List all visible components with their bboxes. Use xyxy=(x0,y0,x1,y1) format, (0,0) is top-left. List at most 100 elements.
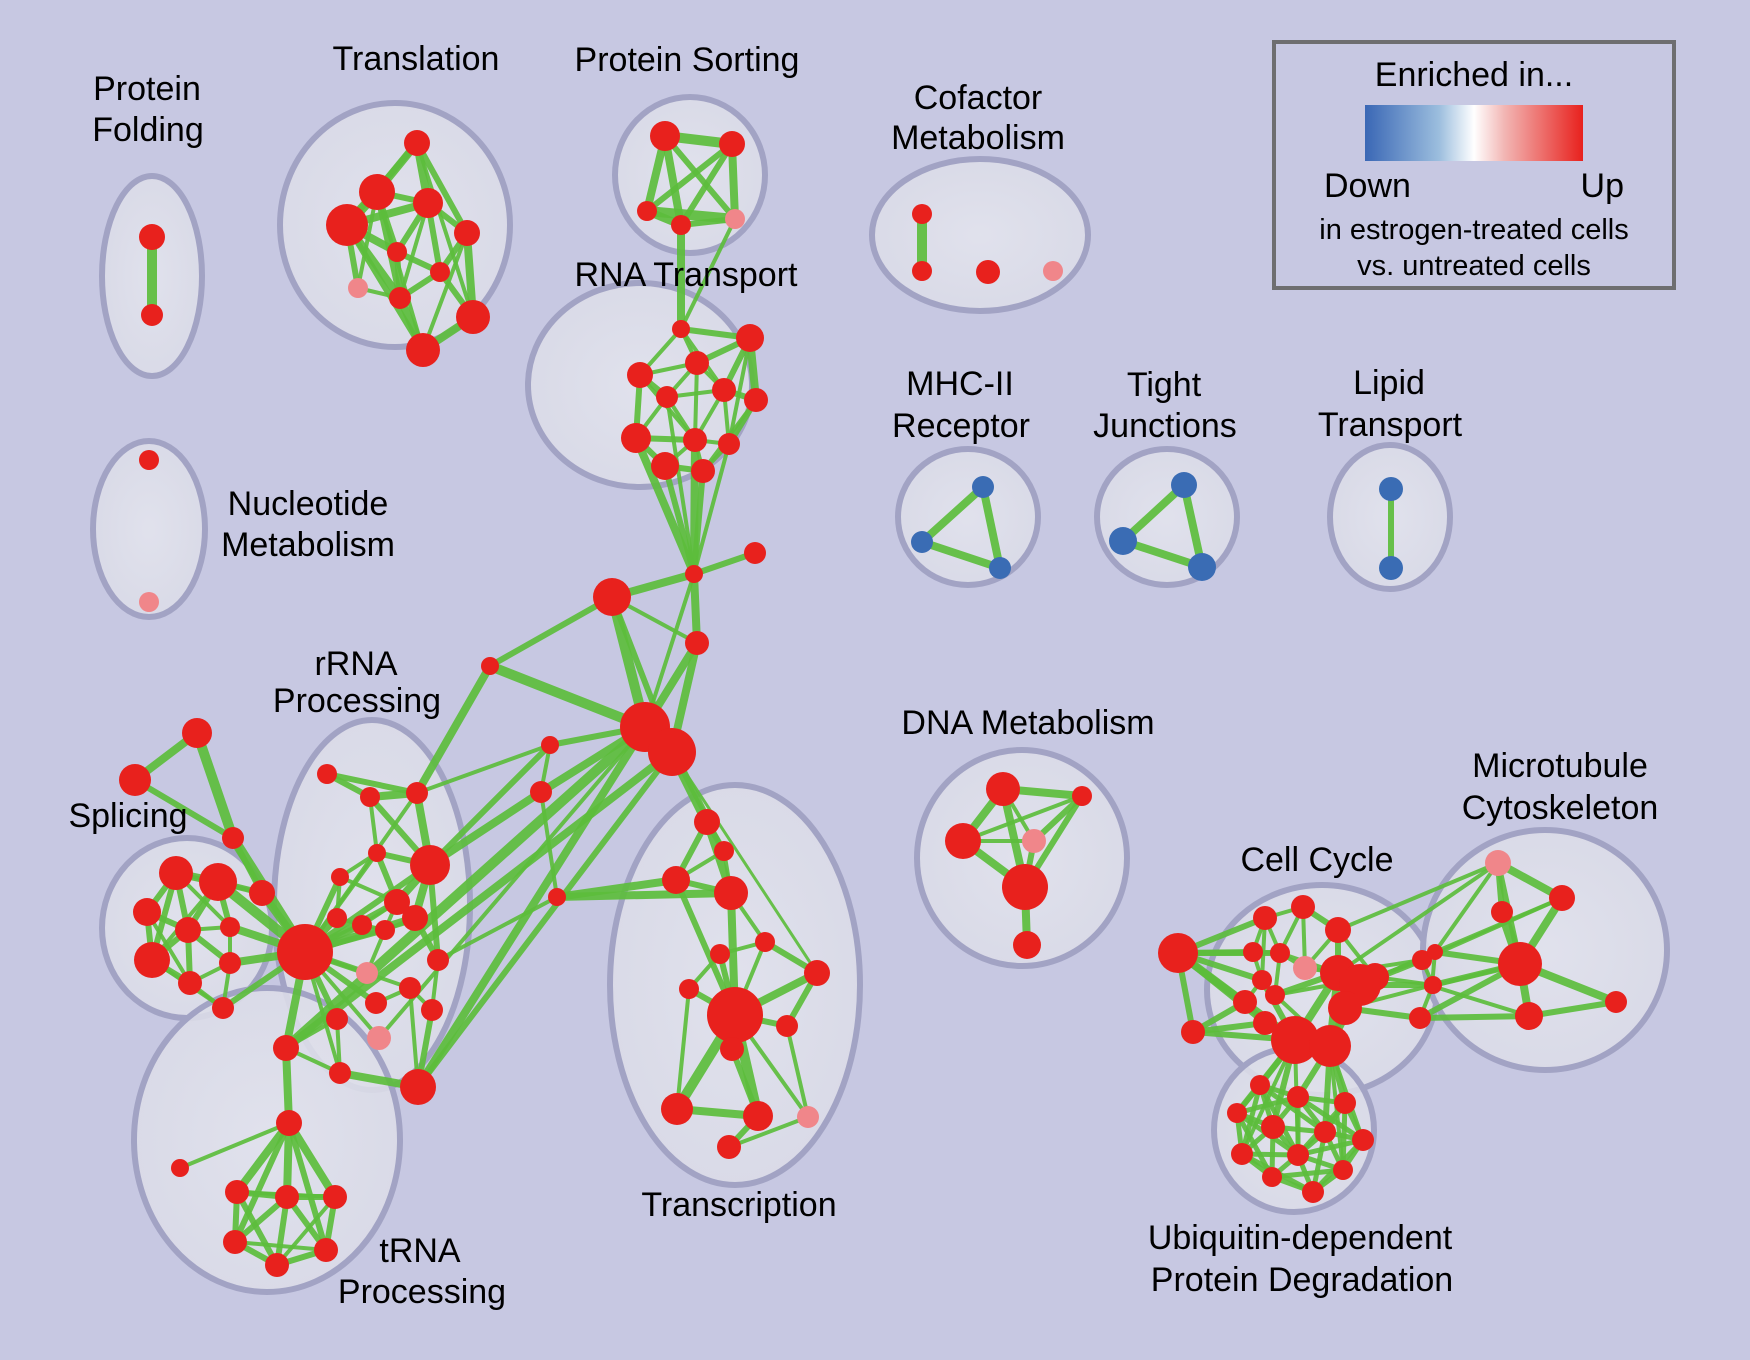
gene-set-node-7 xyxy=(387,242,407,262)
cluster-protein-folding-label: Protein xyxy=(93,70,201,108)
gene-set-node-48 xyxy=(352,915,372,935)
gene-set-node-43 xyxy=(368,844,386,862)
cluster-mhc-ii-receptor-ellipse xyxy=(895,446,1041,588)
gene-set-node-20 xyxy=(685,351,709,375)
gene-set-node-62 xyxy=(199,863,237,901)
gene-set-node-96 xyxy=(797,1106,819,1128)
gene-set-node-5 xyxy=(326,204,368,246)
edge xyxy=(692,442,731,576)
cluster-dna-metabolism-label: DNA Metabolism xyxy=(901,704,1154,742)
edge xyxy=(670,750,819,975)
gene-set-node-15 xyxy=(637,201,657,221)
gene-set-node-56 xyxy=(421,999,443,1021)
gene-set-node-13 xyxy=(650,121,680,151)
gene-set-node-157 xyxy=(139,450,159,470)
gene-set-node-84 xyxy=(714,841,734,861)
gene-set-node-67 xyxy=(178,971,202,995)
cluster-nucleotide-metabolism-ellipse xyxy=(90,438,208,620)
edge xyxy=(675,987,691,1111)
gene-set-node-130 xyxy=(1271,1016,1319,1064)
legend-gradient-bar xyxy=(1365,105,1583,161)
cluster-ubiquitin-degradation-label: Ubiquitin-dependent xyxy=(1148,1219,1453,1257)
gene-set-node-31 xyxy=(744,542,766,564)
edge xyxy=(234,1189,280,1268)
cluster-mhc-ii-receptor-label: Receptor xyxy=(892,407,1030,445)
gene-set-node-115 xyxy=(1013,931,1041,959)
gene-set-node-78 xyxy=(275,1185,299,1209)
gene-set-node-105 xyxy=(1171,472,1197,498)
gene-set-node-74 xyxy=(367,1026,391,1050)
edge xyxy=(979,483,1004,572)
cluster-microtubule-cytoskeleton-label: Microtubule xyxy=(1472,747,1648,785)
gene-set-node-3 xyxy=(359,174,395,210)
gene-set-node-148 xyxy=(1227,1103,1247,1123)
cluster-tight-junctions-label: Tight xyxy=(1127,366,1202,404)
edge xyxy=(1257,1082,1328,1135)
edge xyxy=(324,771,420,796)
cluster-rrna-processing-label: Processing xyxy=(273,682,441,720)
gene-set-node-16 xyxy=(671,215,691,235)
gene-set-node-72 xyxy=(329,1062,351,1084)
edge xyxy=(398,201,430,300)
edge xyxy=(415,743,552,795)
cluster-splicing-label: Splicing xyxy=(68,797,187,835)
edge xyxy=(485,661,650,732)
edge xyxy=(961,794,1084,843)
gene-set-node-102 xyxy=(972,476,994,498)
edge xyxy=(281,722,650,1053)
gene-set-node-21 xyxy=(627,362,653,388)
gene-set-node-29 xyxy=(691,459,715,483)
gene-set-node-107 xyxy=(1188,553,1216,581)
gene-set-node-6 xyxy=(454,220,480,246)
gene-set-node-42 xyxy=(406,782,428,804)
gene-set-node-58 xyxy=(182,718,212,748)
cluster-cofactor-metabolism-label: Cofactor xyxy=(914,79,1043,117)
gene-set-node-97 xyxy=(717,1135,741,1159)
edge xyxy=(487,594,615,669)
gene-set-node-36 xyxy=(541,736,559,754)
gene-set-node-12 xyxy=(406,333,440,367)
cluster-tight-junctions-label: Junctions xyxy=(1093,407,1237,445)
gene-set-node-89 xyxy=(679,979,699,999)
gene-set-node-108 xyxy=(1379,477,1403,501)
gene-set-node-145 xyxy=(1250,1075,1270,1095)
gene-set-node-63 xyxy=(133,898,161,926)
gene-set-node-77 xyxy=(225,1180,249,1204)
edge xyxy=(727,336,752,446)
edge xyxy=(1336,861,1500,932)
gene-set-node-121 xyxy=(1243,942,1263,962)
gene-set-node-60 xyxy=(222,827,244,849)
gene-set-node-126 xyxy=(1233,990,1257,1014)
gene-set-node-41 xyxy=(360,787,380,807)
gene-set-node-93 xyxy=(720,1037,744,1061)
cluster-ubiquitin-degradation-label: Protein Degradation xyxy=(1151,1261,1453,1299)
edge xyxy=(436,895,559,962)
cluster-rrna-processing-label: rRNA xyxy=(314,645,397,683)
gene-set-node-49 xyxy=(375,920,395,940)
edge xyxy=(693,361,699,442)
gene-set-node-120 xyxy=(1325,917,1351,943)
gene-set-node-35 xyxy=(648,728,696,776)
gene-set-node-156 xyxy=(1302,1181,1324,1203)
edge xyxy=(1433,896,1564,954)
edge xyxy=(785,1024,810,1119)
gene-set-node-28 xyxy=(651,452,679,480)
gene-set-node-80 xyxy=(223,1230,247,1254)
gene-set-node-76 xyxy=(171,1159,189,1177)
legend-down-label: Down xyxy=(1324,167,1411,205)
edge xyxy=(192,728,238,843)
gene-set-node-95 xyxy=(743,1101,773,1131)
edge xyxy=(918,483,987,546)
edge xyxy=(414,723,649,1091)
edge xyxy=(286,1120,329,1253)
cluster-microtubule-cytoskeleton-ellipse xyxy=(1420,827,1670,1073)
gene-set-node-45 xyxy=(410,845,450,885)
gene-set-node-133 xyxy=(1328,991,1362,1025)
gene-set-node-146 xyxy=(1287,1086,1309,1108)
cluster-cell-cycle-label: Cell Cycle xyxy=(1240,841,1393,879)
edge xyxy=(644,141,735,214)
gene-set-node-138 xyxy=(1549,885,1575,911)
legend-subtitle-line1: in estrogen-treated cells xyxy=(1319,214,1629,246)
edge xyxy=(377,725,647,1040)
